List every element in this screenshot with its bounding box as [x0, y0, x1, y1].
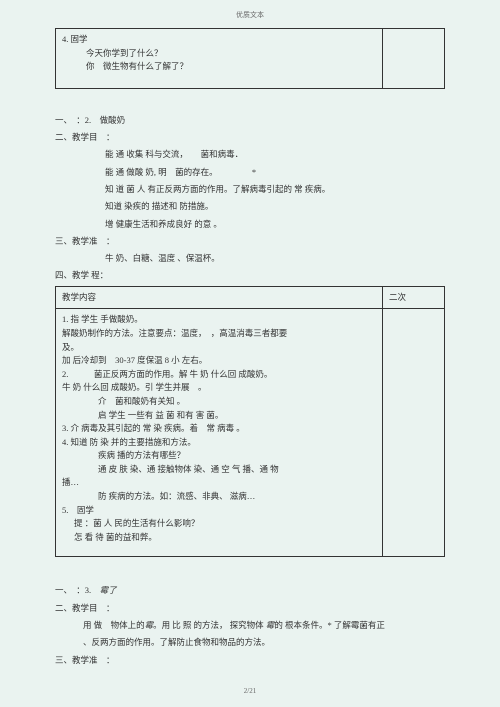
- box1-title: 固学: [71, 34, 88, 44]
- page-header: 优质文本: [55, 10, 445, 20]
- box1-l1: 今天你学到了什么？: [86, 47, 376, 61]
- box1-content: 4. 固学 今天你学到了什么？ 你 微生物有什么了解了？: [56, 29, 383, 89]
- tc-l1: 1. 指 学生 手做酸奶。: [62, 313, 376, 327]
- s1-asterisk: *: [252, 167, 256, 177]
- tc-l16: 提 ：菌 人 民的生活有什么影响？: [62, 517, 376, 531]
- tc-l13: 播…: [62, 476, 376, 490]
- tbl2-hdr-l: 教学内容: [56, 286, 383, 309]
- tc-l2: 解酸奶制作的方法。注意要点：温度， ，高温消毒三者都要: [62, 327, 376, 341]
- tc-l9: 3. 介 病毒及其引起的 常 染 疾病。着 常 病毒 。: [62, 422, 376, 436]
- s2-l3b: 。用 比 照 的方法， 探究物体: [153, 620, 264, 630]
- s2-l1: 一、 ：3.: [55, 585, 91, 595]
- tc-l8: 启 学生 一些有 益 菌 和有 害 菌。: [62, 409, 376, 423]
- s1-l1: 一、 ：2. 做酸奶: [55, 113, 445, 128]
- tc-l12: 通 皮 肤 染、通 接触物体 染、通 空 气 播、通 物: [62, 463, 376, 477]
- tc-l4: 加 后冷却到 30-37 度保温 8 小 左右。: [62, 354, 376, 368]
- box1-num: 4.: [62, 34, 68, 44]
- tc-l3: 及。: [62, 341, 376, 355]
- s1-l4: 能 通 做酸 奶, 明 菌的存在。: [105, 167, 218, 177]
- tc-l17: 怎 看 待 菌的益和弊。: [62, 531, 376, 545]
- table-box2: 教学内容 二次 1. 指 学生 手做酸奶。 解酸奶制作的方法。注意要点：温度， …: [55, 286, 445, 558]
- s1-l5: 知 道 菌 人 有正反两方面的作用。了解病毒引起的 常 疾病。: [55, 182, 445, 197]
- tbl2-hdr-r: 二次: [383, 286, 445, 309]
- s1-l3: 能 通 收集 科与交流， 菌和病毒．: [55, 147, 445, 162]
- s2-t1: 霉了: [100, 585, 117, 595]
- box1-right: [383, 29, 445, 89]
- s2-l5: 三、教学准 ：: [55, 653, 445, 668]
- tc-l7: 介 菌和酸奶有关知 。: [62, 395, 376, 409]
- s1-l2: 二、教学目 ：: [55, 130, 445, 145]
- tc-l11: 疾病 播的方法有哪些？: [62, 449, 376, 463]
- s1-l9: 牛 奶、白糖、温度 、保温杯。: [55, 251, 445, 266]
- s2-l2: 二、教学目 ：: [55, 601, 445, 616]
- page-footer: 2/21: [0, 687, 500, 695]
- s2-l3-wrap: 用 做 物体上的霉。用 比 照 的方法， 探究物体 霉的 根本条件。* 了解霉菌…: [55, 618, 445, 633]
- table-box1: 4. 固学 今天你学到了什么？ 你 微生物有什么了解了？: [55, 28, 445, 89]
- tc-l15: 5. 固学: [62, 504, 376, 518]
- s2-l3c: 的 根本条件。* 了解霉菌有正: [274, 620, 385, 630]
- s2-l4: 、反两方面的作用。了解防止食物和物品的方法。: [55, 635, 445, 650]
- box1-l2: 你 微生物有什么了解了？: [86, 60, 376, 74]
- s1-l6: 知道 染疾的 描述和 防措施。: [55, 199, 445, 214]
- tc-l5: 2. 菌正反两方面的作用。解 牛 奶 什么回 成酸奶。: [62, 368, 376, 382]
- s2-t2: 霉: [145, 620, 154, 630]
- s1-l10: 四、教学 程：: [55, 268, 445, 283]
- s2-l3: 用 做 物体上的: [83, 620, 145, 630]
- tc-l14: 防 疾病的方法。如：流感、非典、 滋病…: [62, 490, 376, 504]
- tc-l6: 牛 奶 什么回 成酸奶。引 学生并展 。: [62, 381, 376, 395]
- tc-l10: 4. 知道 防 染 并的主要措施和方法。: [62, 436, 376, 450]
- tbl2-content: 1. 指 学生 手做酸奶。 解酸奶制作的方法。注意要点：温度， ，高温消毒三者都…: [56, 309, 383, 557]
- s1-l4-wrap: 能 通 做酸 奶, 明 菌的存在。 *: [55, 165, 445, 180]
- tbl2-right: [383, 309, 445, 557]
- s1-l7: 增 健康生活和养成良好 的意 。: [55, 217, 445, 232]
- s1-l8: 三、教学准 ：: [55, 234, 445, 249]
- s2-l1-wrap: 一、 ：3. 霉了: [55, 583, 445, 598]
